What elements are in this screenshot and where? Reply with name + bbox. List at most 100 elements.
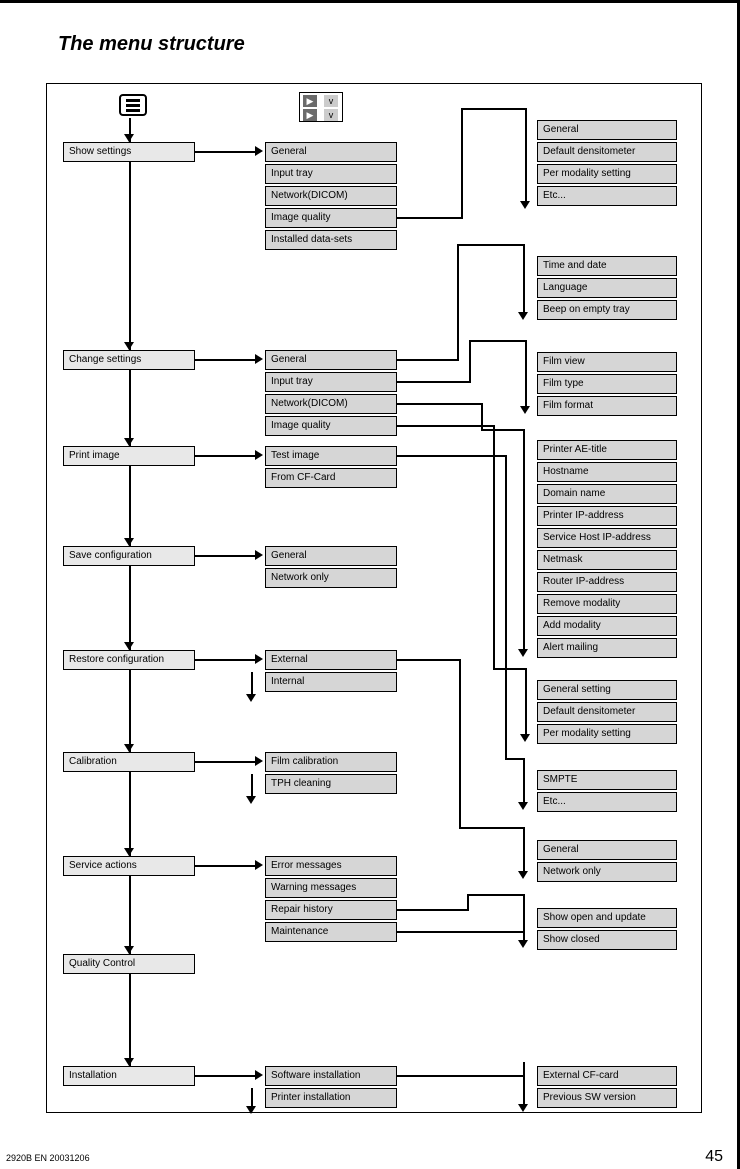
arrow-icon: [124, 744, 134, 752]
arrow-icon: [124, 642, 134, 650]
sub-save-net[interactable]: Network only: [265, 568, 397, 588]
connector: [457, 244, 459, 361]
menu-service-actions[interactable]: Service actions: [63, 856, 195, 876]
sub-sw[interactable]: Software installation: [265, 1066, 397, 1086]
gc-rem[interactable]: Remove modality: [537, 594, 677, 614]
arrow-icon: [124, 134, 134, 142]
gc-iq-dens[interactable]: Default densitometer: [537, 702, 677, 722]
gc-show-closed[interactable]: Show closed: [537, 930, 677, 950]
sub-warn[interactable]: Warning messages: [265, 878, 397, 898]
connector: [195, 659, 257, 661]
footer-page-no: 45: [705, 1148, 723, 1166]
gc-add[interactable]: Add modality: [537, 616, 677, 636]
sub-network2[interactable]: Network(DICOM): [265, 394, 397, 414]
sub-int[interactable]: Internal: [265, 672, 397, 692]
sub-cf[interactable]: From CF-Card: [265, 468, 397, 488]
gc-beep[interactable]: Beep on empty tray: [537, 300, 677, 320]
connector: [397, 1075, 525, 1077]
sub-input-tray[interactable]: Input tray: [265, 164, 397, 184]
sub-film-cal[interactable]: Film calibration: [265, 752, 397, 772]
gc-ae[interactable]: Printer AE-title: [537, 440, 677, 460]
gc-etc2[interactable]: Etc...: [537, 792, 677, 812]
gc-film-format[interactable]: Film format: [537, 396, 677, 416]
arrow-icon: [246, 796, 256, 804]
sub-iq2[interactable]: Image quality: [265, 416, 397, 436]
sub-tph[interactable]: TPH cleaning: [265, 774, 397, 794]
spine-line: [129, 118, 131, 1066]
sub-rep[interactable]: Repair history: [265, 900, 397, 920]
gc-host[interactable]: Hostname: [537, 462, 677, 482]
menu-installation[interactable]: Installation: [63, 1066, 195, 1086]
gc-alert[interactable]: Alert mailing: [537, 638, 677, 658]
gc-ext-cf[interactable]: External CF-card: [537, 1066, 677, 1086]
gc-default-dens[interactable]: Default densitometer: [537, 142, 677, 162]
menu-change-settings[interactable]: Change settings: [63, 350, 195, 370]
connector: [397, 455, 505, 457]
gc-film-type[interactable]: Film type: [537, 374, 677, 394]
gc-per-modality[interactable]: Per modality setting: [537, 164, 677, 184]
connector: [525, 668, 527, 736]
sub-maint[interactable]: Maintenance: [265, 922, 397, 942]
page: The menu structure ▶ ▶ v v Show settings…: [0, 0, 740, 1169]
gc-time[interactable]: Time and date: [537, 256, 677, 276]
arrow-icon: [124, 848, 134, 856]
gc-iq-gen[interactable]: General setting: [537, 680, 677, 700]
gc-rest-gen[interactable]: General: [537, 840, 677, 860]
sub-installed[interactable]: Installed data-sets: [265, 230, 397, 250]
connector: [251, 774, 253, 798]
gc-pip[interactable]: Printer IP-address: [537, 506, 677, 526]
gc-show-open[interactable]: Show open and update: [537, 908, 677, 928]
arrow-icon: [124, 946, 134, 954]
gc-general[interactable]: General: [537, 120, 677, 140]
sub-pr[interactable]: Printer installation: [265, 1088, 397, 1108]
connector: [467, 894, 469, 911]
connector: [523, 244, 525, 314]
connector: [195, 359, 257, 361]
connector: [397, 381, 469, 383]
sub-ext[interactable]: External: [265, 650, 397, 670]
sub-general[interactable]: General: [265, 142, 397, 162]
gc-rip[interactable]: Router IP-address: [537, 572, 677, 592]
menu-show-settings[interactable]: Show settings: [63, 142, 195, 162]
connector: [397, 909, 467, 911]
connector: [459, 659, 461, 829]
arrow-icon: [246, 694, 256, 702]
sub-test[interactable]: Test image: [265, 446, 397, 466]
connector: [523, 827, 525, 873]
gc-ship[interactable]: Service Host IP-address: [537, 528, 677, 548]
sub-input2[interactable]: Input tray: [265, 372, 397, 392]
gc-iq-perm[interactable]: Per modality setting: [537, 724, 677, 744]
sub-network[interactable]: Network(DICOM): [265, 186, 397, 206]
menu-print-image[interactable]: Print image: [63, 446, 195, 466]
menu-restore-config[interactable]: Restore configuration: [63, 650, 195, 670]
arrow-icon: [124, 438, 134, 446]
gc-film-view[interactable]: Film view: [537, 352, 677, 372]
arrow-icon: [255, 354, 263, 364]
connector: [397, 425, 493, 427]
arrow-icon: [255, 450, 263, 460]
sub-general2[interactable]: General: [265, 350, 397, 370]
connector: [397, 659, 459, 661]
gc-rest-net[interactable]: Network only: [537, 862, 677, 882]
arrow-icon: [255, 654, 263, 664]
connector: [195, 865, 257, 867]
arrow-icon: [520, 406, 530, 414]
menu-quality-control[interactable]: Quality Control: [63, 954, 195, 974]
connector: [469, 340, 471, 383]
menu-save-config[interactable]: Save configuration: [63, 546, 195, 566]
arrow-icon: [255, 756, 263, 766]
gc-smpte[interactable]: SMPTE: [537, 770, 677, 790]
sub-image-quality[interactable]: Image quality: [265, 208, 397, 228]
gc-etc[interactable]: Etc...: [537, 186, 677, 206]
gc-prev-sw[interactable]: Previous SW version: [537, 1088, 677, 1108]
footer-doc-id: 2920B EN 20031206: [6, 1153, 90, 1163]
sub-err[interactable]: Error messages: [265, 856, 397, 876]
gc-netmask[interactable]: Netmask: [537, 550, 677, 570]
menu-calibration[interactable]: Calibration: [63, 752, 195, 772]
connector: [195, 761, 257, 763]
gc-lang[interactable]: Language: [537, 278, 677, 298]
gc-domain[interactable]: Domain name: [537, 484, 677, 504]
arrow-icon: [520, 734, 530, 742]
sub-save-gen[interactable]: General: [265, 546, 397, 566]
arrow-icon: [518, 1104, 528, 1112]
